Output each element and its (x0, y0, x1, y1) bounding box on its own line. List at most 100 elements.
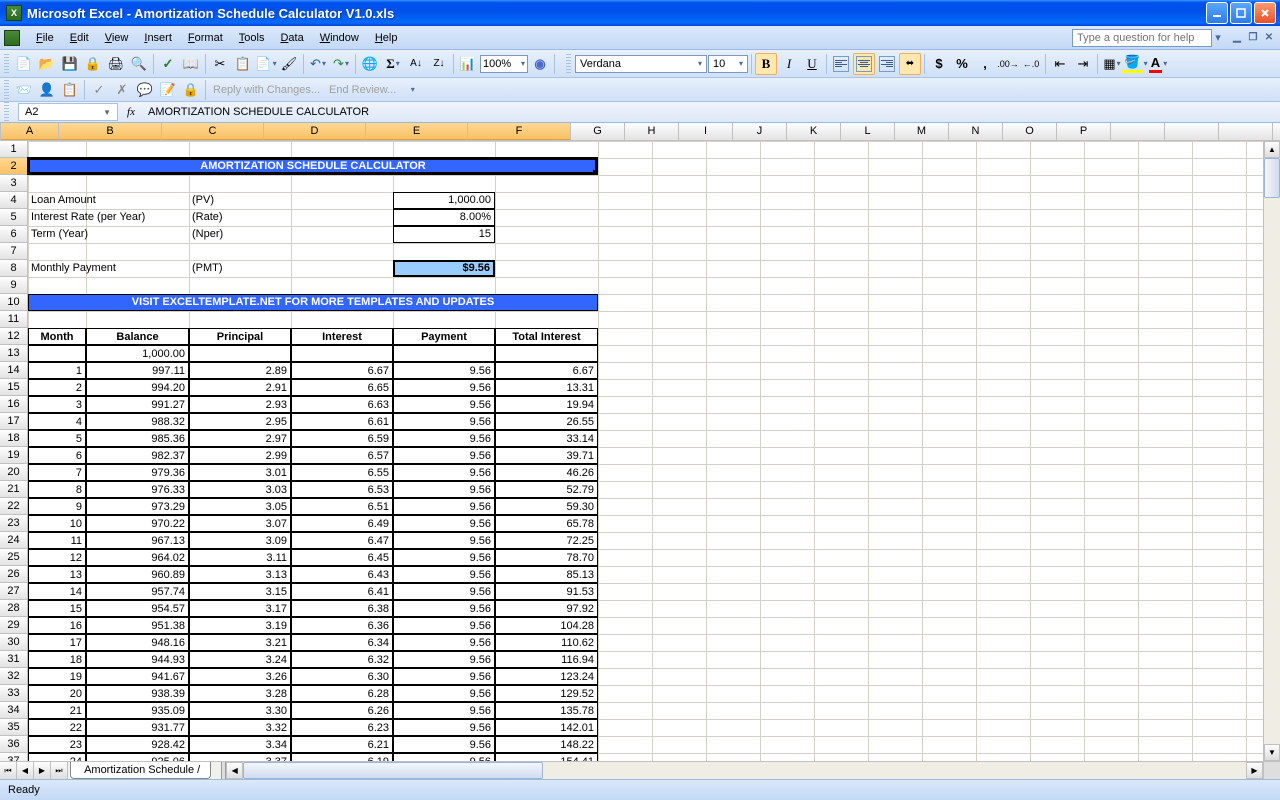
table-cell[interactable]: 7 (28, 464, 86, 481)
scroll-up-button[interactable]: ▲ (1264, 141, 1280, 158)
col-header[interactable]: G (571, 123, 625, 140)
row-header[interactable]: 29 (0, 617, 28, 634)
row-header[interactable]: 16 (0, 396, 28, 413)
table-cell[interactable]: 925.06 (86, 753, 189, 761)
col-header[interactable] (1219, 123, 1273, 140)
row-header[interactable]: 21 (0, 481, 28, 498)
table-cell[interactable]: 951.38 (86, 617, 189, 634)
table-cell[interactable]: 2.89 (189, 362, 291, 379)
sort-asc-button[interactable]: A↓ (405, 53, 427, 75)
horizontal-scrollbar[interactable]: ◀ ▶ (226, 762, 1263, 779)
row-header[interactable]: 19 (0, 447, 28, 464)
menu-edit[interactable]: Edit (62, 29, 97, 47)
col-header[interactable] (1273, 123, 1280, 140)
input-value[interactable]: 1,000.00 (393, 192, 495, 209)
table-cell[interactable]: 65.78 (495, 515, 598, 532)
table-cell[interactable]: 9.56 (393, 413, 495, 430)
table-cell[interactable]: 9.56 (393, 430, 495, 447)
table-cell[interactable]: 17 (28, 634, 86, 651)
scroll-thumb-h[interactable] (243, 762, 543, 779)
comment-button[interactable]: 💬 (134, 79, 156, 101)
fx-icon[interactable]: fx (122, 106, 140, 118)
copy-button[interactable]: 📋 (232, 53, 254, 75)
save-button[interactable]: 💾 (59, 53, 81, 75)
table-cell[interactable]: 3.13 (189, 566, 291, 583)
paste-button[interactable]: 📄▾ (255, 53, 277, 75)
row-header[interactable]: 13 (0, 345, 28, 362)
table-cell[interactable]: 3.24 (189, 651, 291, 668)
table-cell[interactable]: 19 (28, 668, 86, 685)
table-cell[interactable]: 3.19 (189, 617, 291, 634)
col-header[interactable]: J (733, 123, 787, 140)
table-cell[interactable]: 9.56 (393, 600, 495, 617)
table-cell[interactable]: 3.21 (189, 634, 291, 651)
table-cell[interactable]: 985.36 (86, 430, 189, 447)
table-cell[interactable]: 6.34 (291, 634, 393, 651)
table-cell[interactable]: 6.53 (291, 481, 393, 498)
table-cell[interactable]: 9.56 (393, 668, 495, 685)
align-right-button[interactable] (876, 53, 898, 75)
table-cell[interactable]: 116.94 (495, 651, 598, 668)
table-cell[interactable]: 3.34 (189, 736, 291, 753)
redo-button[interactable]: ↷▾ (330, 53, 352, 75)
table-cell[interactable]: 18 (28, 651, 86, 668)
table-cell[interactable]: 976.33 (86, 481, 189, 498)
table-cell[interactable]: 6.38 (291, 600, 393, 617)
table-cell[interactable]: 6.61 (291, 413, 393, 430)
row-header[interactable]: 1 (0, 141, 28, 158)
table-cell[interactable]: 964.02 (86, 549, 189, 566)
table-cell[interactable]: 39.71 (495, 447, 598, 464)
table-cell[interactable]: 85.13 (495, 566, 598, 583)
tab-first-button[interactable]: ⏮ (0, 762, 17, 779)
format-painter-button[interactable]: 🖌 (278, 53, 300, 75)
col-header[interactable]: K (787, 123, 841, 140)
table-cell[interactable]: 110.62 (495, 634, 598, 651)
table-cell[interactable]: 9.56 (393, 651, 495, 668)
fill-color-button[interactable]: 🪣▾ (1124, 53, 1146, 75)
table-cell[interactable]: 3.28 (189, 685, 291, 702)
help-button[interactable]: ◉ (529, 53, 551, 75)
comma-button[interactable]: , (974, 53, 996, 75)
table-cell[interactable] (291, 345, 393, 362)
table-cell[interactable]: 6 (28, 447, 86, 464)
table-cell[interactable]: 1 (28, 362, 86, 379)
table-cell[interactable]: 2.93 (189, 396, 291, 413)
row-header[interactable]: 27 (0, 583, 28, 600)
vertical-scrollbar[interactable]: ▲ ▼ (1263, 141, 1280, 761)
row-header[interactable]: 22 (0, 498, 28, 515)
table-cell[interactable]: 6.43 (291, 566, 393, 583)
table-cell[interactable]: 20 (28, 685, 86, 702)
table-cell[interactable]: 97.92 (495, 600, 598, 617)
table-header[interactable]: Payment (393, 328, 495, 345)
table-cell[interactable]: 52.79 (495, 481, 598, 498)
row-header[interactable]: 35 (0, 719, 28, 736)
table-cell[interactable]: 982.37 (86, 447, 189, 464)
sort-desc-button[interactable]: Z↓ (428, 53, 450, 75)
table-cell[interactable]: 9.56 (393, 719, 495, 736)
table-cell[interactable]: 6.21 (291, 736, 393, 753)
col-header[interactable]: I (679, 123, 733, 140)
table-cell[interactable]: 2.97 (189, 430, 291, 447)
table-cell[interactable]: 6.45 (291, 549, 393, 566)
toolbar-grip[interactable] (4, 54, 9, 74)
col-header[interactable]: M (895, 123, 949, 140)
table-cell[interactable]: 9.56 (393, 685, 495, 702)
table-cell[interactable]: 6.19 (291, 753, 393, 761)
table-cell[interactable]: 941.67 (86, 668, 189, 685)
table-cell[interactable]: 21 (28, 702, 86, 719)
font-size-select[interactable]: 10▾ (708, 55, 748, 73)
name-box[interactable]: A2 ▼ (18, 103, 118, 121)
table-cell[interactable]: 13 (28, 566, 86, 583)
link-banner[interactable]: VISIT EXCELTEMPLATE.NET FOR MORE TEMPLAT… (28, 294, 598, 311)
doc-icon[interactable] (4, 30, 20, 46)
row-header[interactable]: 31 (0, 651, 28, 668)
table-cell[interactable]: 12 (28, 549, 86, 566)
title-banner[interactable]: AMORTIZATION SCHEDULE CALCULATOR (28, 158, 598, 175)
reject-button[interactable]: ✗ (111, 79, 133, 101)
table-cell[interactable]: 6.36 (291, 617, 393, 634)
open-button[interactable]: 📂 (36, 53, 58, 75)
table-cell[interactable]: 9.56 (393, 379, 495, 396)
table-header[interactable]: Balance (86, 328, 189, 345)
mdi-close-button[interactable]: ✕ (1262, 31, 1276, 44)
accept-button[interactable]: ✓ (88, 79, 110, 101)
